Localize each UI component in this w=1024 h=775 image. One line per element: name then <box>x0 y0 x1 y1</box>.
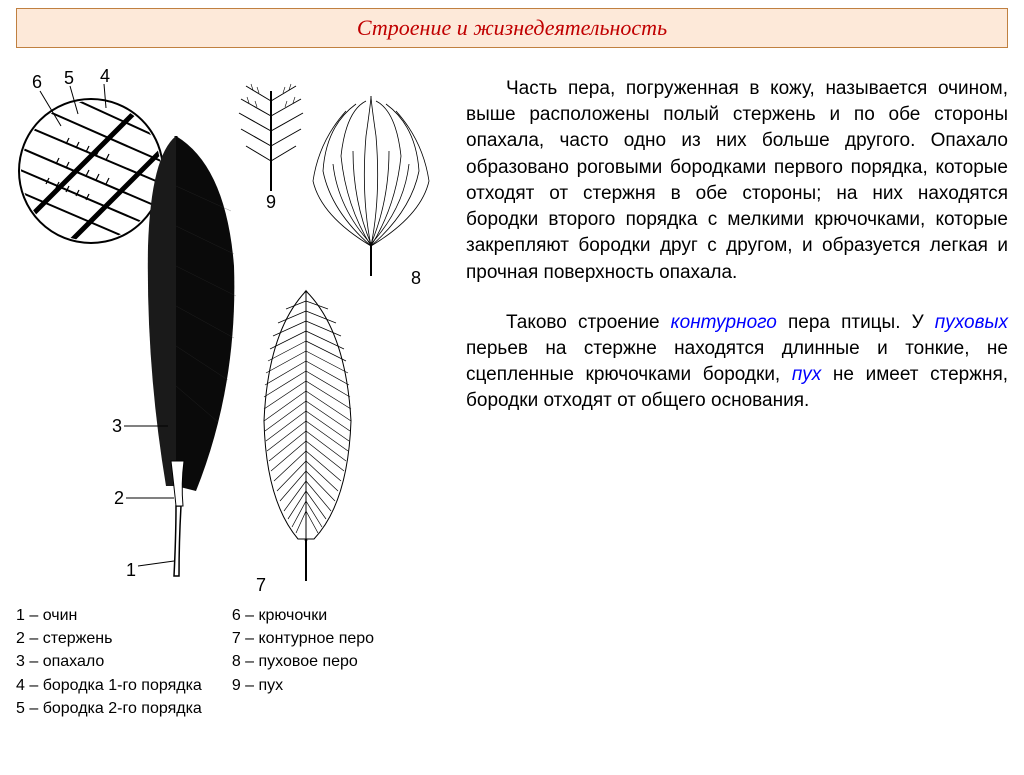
legend-col-2: 6 – крючочки 7 – контурное перо 8 – пухо… <box>232 604 404 720</box>
legend-col-1: 1 – очин 2 – стержень 3 – опахало 4 – бо… <box>16 604 232 720</box>
text-column: Часть пера, погруженная в кожу, называет… <box>446 66 1008 720</box>
label-5: 5 <box>64 68 74 88</box>
label-6: 6 <box>32 72 42 92</box>
legend-line: 6 – крючочки <box>232 604 374 627</box>
p2-text: пера птицы. У <box>777 312 935 333</box>
legend-line: 8 – пуховое перо <box>232 650 374 673</box>
legend: 1 – очин 2 – стержень 3 – опахало 4 – бо… <box>16 604 446 720</box>
p2-highlight-3: пух <box>792 364 821 385</box>
legend-line: 9 – пух <box>232 674 374 697</box>
label-2: 2 <box>114 488 124 508</box>
feather-diagram: 6 5 4 3 2 1 9 8 7 <box>16 66 446 596</box>
label-9: 9 <box>266 192 276 212</box>
legend-line: 5 – бородка 2-го порядка <box>16 697 202 720</box>
slide-header: Строение и жизнедеятельность <box>16 8 1008 48</box>
feather-7-contour <box>264 291 351 581</box>
p2-highlight-2: пуховых <box>935 312 1008 333</box>
legend-line: 3 – опахало <box>16 650 202 673</box>
label-8: 8 <box>411 268 421 288</box>
label-4: 4 <box>100 66 110 86</box>
slide-title: Строение и жизнедеятельность <box>357 15 667 40</box>
feather-8-downy <box>313 96 429 276</box>
legend-line: 4 – бородка 1-го порядка <box>16 674 202 697</box>
paragraph-1: Часть пера, погруженная в кожу, называет… <box>466 76 1008 286</box>
p2-highlight-1: контурного <box>671 312 777 333</box>
main-feather <box>148 136 236 576</box>
label-3: 3 <box>112 416 122 436</box>
p2-text: Таково строение <box>506 312 671 333</box>
content-area: 6 5 4 3 2 1 9 8 7 1 – очин 2 – стержень … <box>0 48 1024 720</box>
legend-line: 1 – очин <box>16 604 202 627</box>
legend-line: 7 – контурное перо <box>232 627 374 650</box>
label-1: 1 <box>126 560 136 580</box>
label-7: 7 <box>256 575 266 595</box>
legend-line: 2 – стержень <box>16 627 202 650</box>
diagram-column: 6 5 4 3 2 1 9 8 7 1 – очин 2 – стержень … <box>16 66 446 720</box>
feather-9-down <box>239 84 303 191</box>
paragraph-2: Таково строение контурного пера птицы. У… <box>466 310 1008 415</box>
